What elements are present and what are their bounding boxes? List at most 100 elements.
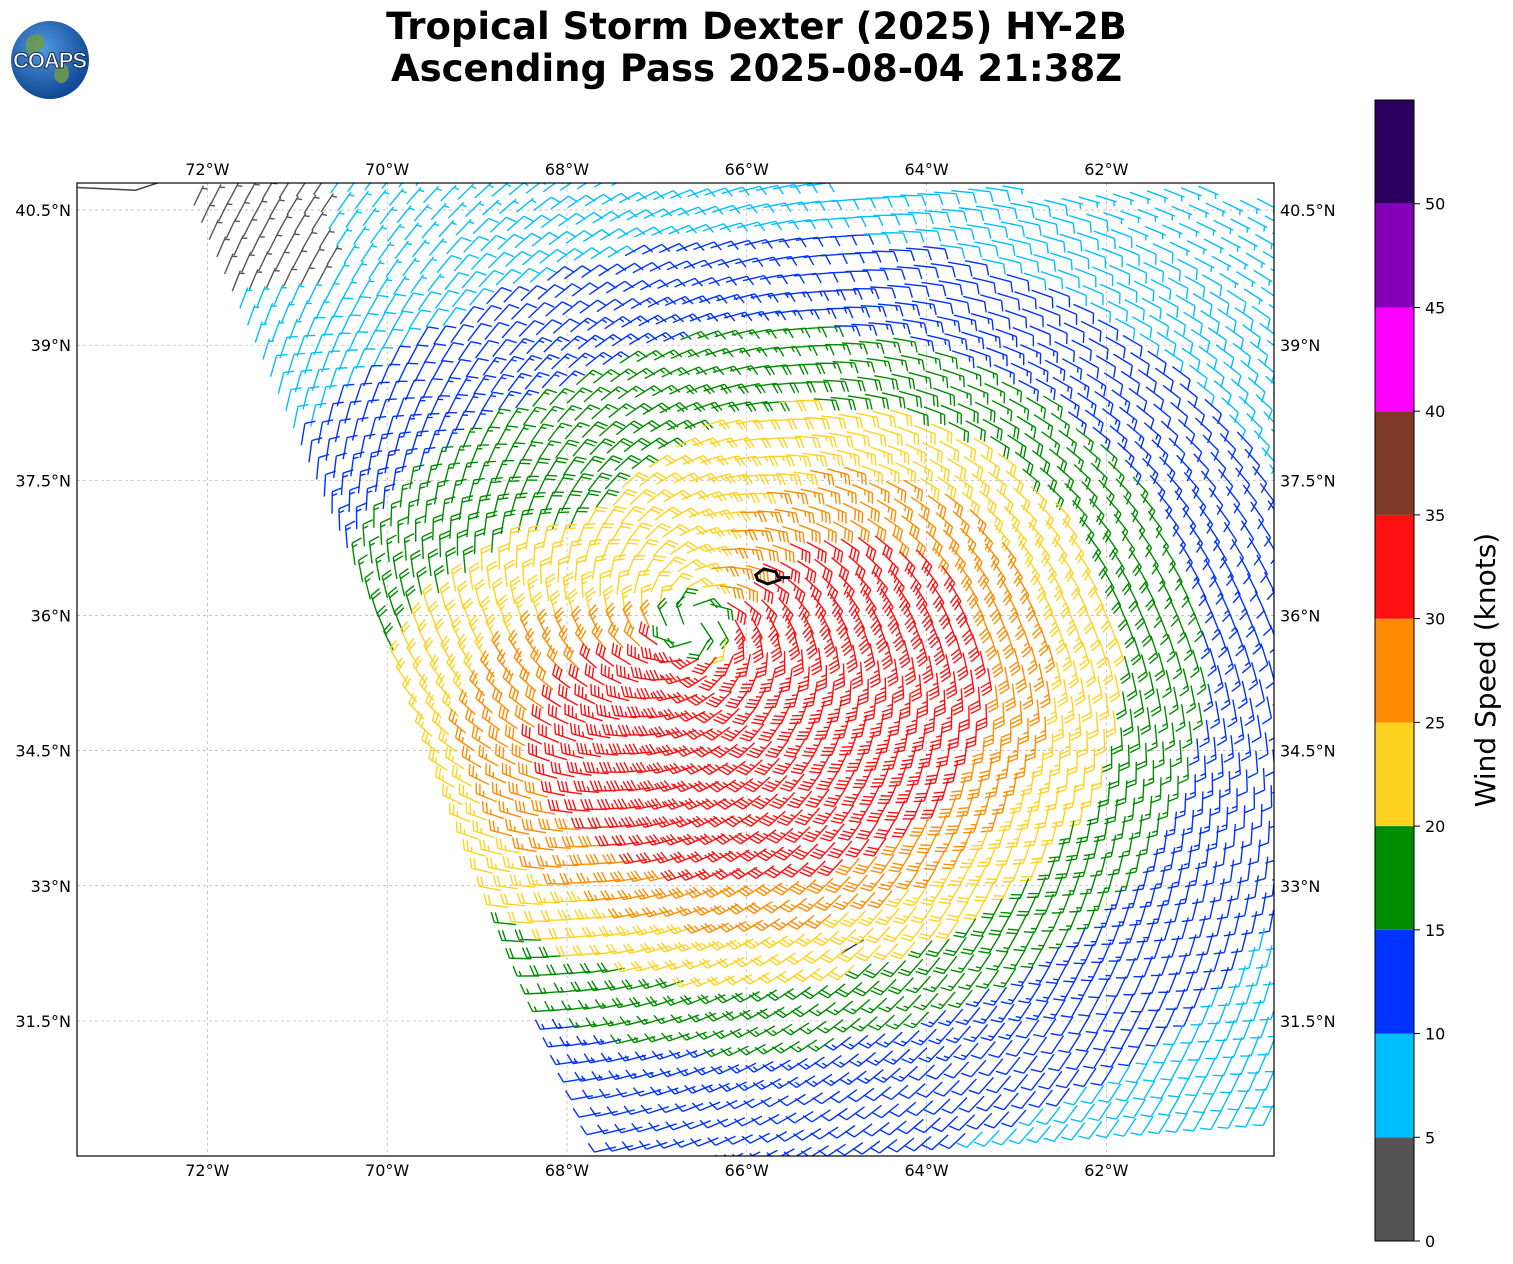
wind-barb bbox=[332, 297, 354, 318]
wind-barb bbox=[1195, 755, 1207, 783]
wind-barb bbox=[1078, 641, 1090, 671]
wind-barb bbox=[523, 910, 551, 923]
wind-barb bbox=[1146, 546, 1159, 575]
wind-barb bbox=[326, 245, 343, 266]
wind-barb bbox=[1245, 252, 1266, 269]
wind-barb bbox=[1203, 683, 1214, 713]
wind-barb bbox=[1266, 339, 1274, 347]
wind-barb bbox=[1226, 289, 1247, 313]
wind-barb bbox=[1200, 1109, 1223, 1131]
wind-barb bbox=[691, 941, 720, 952]
wind-barb bbox=[743, 600, 762, 626]
wind-barb bbox=[1256, 554, 1269, 583]
wind-barb bbox=[590, 908, 619, 920]
wind-barb bbox=[1237, 858, 1252, 884]
wind-barb bbox=[580, 798, 607, 811]
wind-barb bbox=[768, 1112, 797, 1125]
wind-barb bbox=[770, 703, 792, 725]
wind-barb bbox=[395, 657, 410, 686]
wind-barb bbox=[685, 886, 714, 899]
wind-barb bbox=[402, 257, 420, 277]
wind-barb bbox=[970, 312, 994, 331]
wind-barb bbox=[518, 855, 545, 870]
wind-barb bbox=[1093, 817, 1109, 843]
wind-barb bbox=[1057, 269, 1080, 289]
wind-barb bbox=[549, 539, 564, 566]
wind-barb bbox=[692, 905, 722, 916]
wind-barb bbox=[242, 216, 258, 237]
wind-barb bbox=[950, 954, 975, 974]
wind-barb bbox=[1056, 465, 1075, 492]
wind-barb bbox=[514, 929, 541, 941]
wind-barb bbox=[1088, 337, 1109, 360]
wind-barb bbox=[1227, 699, 1238, 728]
wind-barb bbox=[1100, 834, 1117, 860]
wind-barb bbox=[1111, 549, 1125, 578]
wind-barb bbox=[1215, 344, 1235, 369]
wind-barb bbox=[714, 1152, 744, 1156]
wind-barb bbox=[672, 1138, 702, 1148]
wind-barb bbox=[1073, 464, 1092, 490]
wind-barb bbox=[1122, 334, 1143, 358]
wind-barb bbox=[827, 1124, 856, 1139]
wind-barb bbox=[906, 1100, 934, 1117]
wind-barb bbox=[843, 306, 871, 318]
wind-barb bbox=[1102, 568, 1115, 597]
wind-barb bbox=[446, 393, 468, 415]
wind-barb bbox=[753, 581, 774, 605]
wind-barb bbox=[1059, 732, 1071, 759]
wind-barb bbox=[527, 574, 538, 603]
wind-barb bbox=[988, 471, 1007, 497]
wind-barb bbox=[810, 647, 823, 676]
logo-text: COAPS bbox=[13, 48, 87, 73]
wind-barb bbox=[858, 1033, 886, 1049]
wind-barb bbox=[1152, 243, 1174, 264]
wind-barb bbox=[827, 468, 851, 486]
wind-barb bbox=[357, 312, 379, 334]
wind-barb bbox=[1182, 1111, 1205, 1132]
wind-barb bbox=[957, 242, 983, 258]
wind-barb bbox=[505, 407, 529, 428]
wind-barb bbox=[978, 615, 991, 644]
wind-barb bbox=[482, 356, 507, 376]
wind-barb bbox=[976, 1094, 1002, 1112]
wind-barb bbox=[564, 703, 586, 723]
wind-barb bbox=[963, 811, 982, 834]
wind-barb bbox=[998, 808, 1016, 832]
wind-barb bbox=[347, 331, 369, 353]
wind-barb bbox=[885, 480, 907, 503]
wind-barb bbox=[779, 773, 805, 792]
wind-barb bbox=[854, 1104, 882, 1120]
wind-barb bbox=[585, 506, 608, 527]
wind-barb bbox=[1175, 1094, 1198, 1115]
wind-barb bbox=[595, 489, 620, 509]
wind-barb bbox=[1083, 836, 1100, 861]
wind-barb bbox=[430, 202, 450, 221]
wind-barb bbox=[588, 281, 617, 296]
wind-barb bbox=[552, 854, 579, 867]
wind-barb bbox=[880, 835, 904, 856]
wind-barb bbox=[495, 837, 520, 854]
wind-barb bbox=[1149, 475, 1166, 502]
wind-barb bbox=[373, 501, 385, 528]
wind-barb bbox=[523, 214, 552, 230]
wind-barb bbox=[241, 252, 255, 273]
wind-barb bbox=[1139, 333, 1160, 357]
wind-barb bbox=[1015, 665, 1027, 694]
wind-barb bbox=[859, 501, 880, 523]
wind-barb bbox=[223, 253, 238, 275]
wind-barb bbox=[817, 326, 845, 338]
colorbar-label: Wind Speed (knots) bbox=[1469, 533, 1502, 807]
wind-barb bbox=[692, 597, 722, 609]
wind-barb bbox=[1224, 646, 1235, 676]
wind-barb bbox=[704, 850, 733, 863]
wind-barb bbox=[589, 438, 616, 456]
wind-barb bbox=[898, 639, 911, 669]
wind-barb bbox=[884, 516, 904, 541]
wind-barb bbox=[1085, 569, 1098, 599]
wind-barb bbox=[721, 849, 750, 863]
wind-barb bbox=[1141, 297, 1162, 320]
wind-barb bbox=[974, 650, 986, 680]
wind-barb bbox=[1070, 979, 1093, 1000]
wind-barb bbox=[1214, 540, 1228, 569]
